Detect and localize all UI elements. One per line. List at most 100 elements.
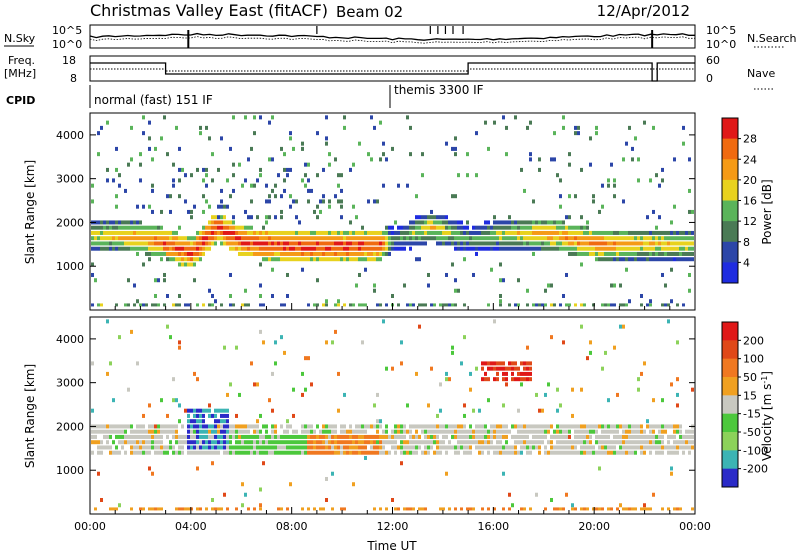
power-cell <box>595 230 598 235</box>
power-cell <box>280 257 283 262</box>
velocity-cell-near <box>481 507 484 511</box>
power-cell <box>427 230 430 235</box>
velocity-cell <box>427 424 430 429</box>
velocity-cell <box>502 434 505 439</box>
power-cell <box>229 236 232 241</box>
freq-left-tick-bottom: 8 <box>70 72 77 85</box>
power-cell <box>94 230 97 235</box>
velocity-cell <box>490 429 493 434</box>
velocity-cell <box>331 440 334 445</box>
power-cell <box>166 293 169 298</box>
power-cell <box>607 178 610 183</box>
power-cell <box>229 225 232 230</box>
power-cell <box>205 225 208 230</box>
velocity-cell <box>100 497 103 502</box>
velocity-cell <box>208 445 211 450</box>
power-cell <box>499 220 502 225</box>
freq-right-tick-bottom: 0 <box>706 72 713 85</box>
power-cell <box>403 230 406 235</box>
freq-panel: Freq. [MHz] 18 8 60 0 Nave <box>4 54 775 90</box>
velocity-cell <box>340 450 343 455</box>
velocity-cell <box>571 450 574 455</box>
power-cell <box>400 236 403 241</box>
velocity-cell <box>268 450 271 455</box>
power-cell <box>133 236 136 241</box>
velocity-cell <box>355 424 358 429</box>
velocity-cell <box>151 440 154 445</box>
velocity-cell <box>214 413 217 418</box>
power-cell <box>496 236 499 241</box>
power-cell <box>205 241 208 246</box>
velocity-cell <box>526 450 529 455</box>
power-cell <box>409 241 412 246</box>
power-cell <box>325 257 328 262</box>
power-cell <box>691 209 694 214</box>
power-cell-near <box>280 303 283 307</box>
power-cell <box>445 236 448 241</box>
power-cell <box>649 236 652 241</box>
velocity-colorbar-label-3: 15 <box>743 389 757 402</box>
velocity-cell <box>562 424 565 429</box>
velocity-cell <box>148 445 151 450</box>
power-cell <box>379 246 382 251</box>
x-tick-label-3: 12:00 <box>377 520 409 533</box>
power-cell <box>307 241 310 246</box>
power-cell <box>190 215 193 220</box>
velocity-cell <box>241 440 244 445</box>
velocity-cell <box>469 434 472 439</box>
velocity-cell <box>601 429 604 434</box>
power-cell <box>217 230 220 235</box>
power-cell <box>157 251 160 256</box>
x-tick-label-1: 04:00 <box>175 520 207 533</box>
velocity-cell <box>211 450 214 455</box>
power-cell <box>199 131 202 136</box>
power-cell <box>439 236 442 241</box>
velocity-cell <box>157 434 160 439</box>
velocity-cell <box>553 450 556 455</box>
velocity-cell <box>208 408 211 413</box>
power-cell <box>100 225 103 230</box>
power-cell <box>124 225 127 230</box>
power-cell <box>262 230 265 235</box>
power-cell <box>457 230 460 235</box>
power-colorbar-swatch-6 <box>722 241 738 263</box>
velocity-cell <box>166 424 169 429</box>
power-cell <box>526 230 529 235</box>
power-cell <box>499 241 502 246</box>
power-cell <box>307 230 310 235</box>
power-cell <box>301 251 304 256</box>
velocity-cell <box>205 434 208 439</box>
power-cell <box>691 241 694 246</box>
velocity-cell <box>112 450 115 455</box>
velocity-cell <box>103 434 106 439</box>
power-cell <box>589 251 592 256</box>
velocity-cell <box>529 366 532 371</box>
power-cell <box>511 225 514 230</box>
velocity-cell <box>457 450 460 455</box>
velocity-cell <box>349 450 352 455</box>
power-cell <box>274 251 277 256</box>
velocity-cell <box>148 434 151 439</box>
velocity-cell <box>226 450 229 455</box>
velocity-cell-near <box>424 507 427 511</box>
power-cell <box>538 246 541 251</box>
power-cell <box>688 272 691 277</box>
power-cell <box>373 283 376 288</box>
velocity-cell <box>127 387 130 392</box>
power-cell <box>442 215 445 220</box>
velocity-cell <box>166 450 169 455</box>
power-cell <box>337 199 340 204</box>
velocity-cell <box>133 450 136 455</box>
velocity-cell <box>589 434 592 439</box>
velocity-cell <box>331 429 334 434</box>
velocity-cell <box>178 440 181 445</box>
velocity-cell <box>583 429 586 434</box>
power-cell <box>496 230 499 235</box>
velocity-cell <box>397 445 400 450</box>
velocity-cell <box>229 450 232 455</box>
velocity-colorbar-label-1: 100 <box>743 353 764 366</box>
power-cell <box>259 283 262 288</box>
power-cell <box>484 120 487 125</box>
velocity-cell <box>409 450 412 455</box>
velocity-cell <box>409 434 412 439</box>
